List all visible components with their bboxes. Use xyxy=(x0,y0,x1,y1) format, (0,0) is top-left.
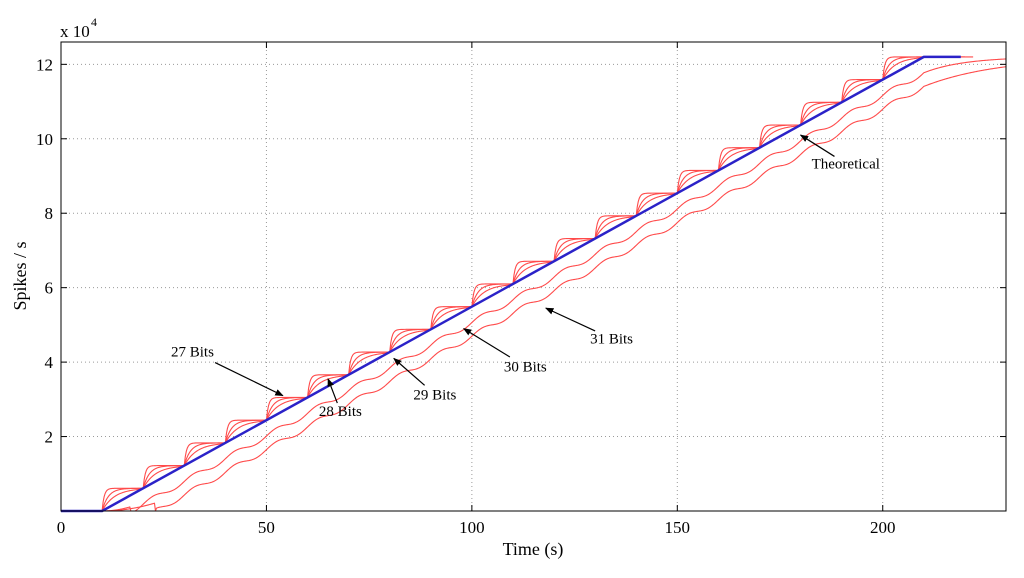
x-tick-label: 0 xyxy=(57,518,66,537)
annotation-arrow xyxy=(327,378,338,404)
x-tick-label: 100 xyxy=(459,518,485,537)
y-tick-label: 8 xyxy=(45,204,54,223)
series-line xyxy=(61,56,974,512)
annotation-arrow xyxy=(545,307,596,332)
y-multiplier-label: x 10 xyxy=(60,22,90,41)
annotation-arrow xyxy=(393,357,426,386)
y-tick-label: 4 xyxy=(45,353,54,372)
series-line xyxy=(61,58,1007,512)
annotation-label: 29 Bits xyxy=(413,387,456,403)
annotation-label: 31 Bits xyxy=(590,332,633,348)
series-lines xyxy=(61,55,1007,513)
annotation-arrow xyxy=(799,134,835,157)
ticks: 0 50 100 150 200 2 4 6 8 10 12 xyxy=(36,42,1006,537)
y-tick-label: 2 xyxy=(45,428,54,447)
x-tick-label: 200 xyxy=(870,518,896,537)
series-line xyxy=(61,66,1007,512)
annotation-label: 30 Bits xyxy=(504,359,547,375)
y-tick-label: 10 xyxy=(36,130,53,149)
y-multiplier-exponent: 4 xyxy=(91,15,97,29)
x-axis-title: Time (s) xyxy=(503,539,564,560)
annotations: 27 Bits 28 Bits 29 Bits 30 Bits 31 Bits Theor… xyxy=(171,134,880,420)
y-tick-label: 6 xyxy=(45,279,54,298)
annotation-arrow xyxy=(462,328,511,358)
annotation-label: Theoretical xyxy=(812,157,880,173)
plot-frame xyxy=(60,41,1007,512)
annotation-label: 27 Bits xyxy=(171,345,214,361)
x-tick-label: 150 xyxy=(665,518,691,537)
annotation-arrow xyxy=(214,362,284,397)
y-tick-label: 12 xyxy=(36,55,53,74)
y-axis-title: Spikes / s xyxy=(10,241,30,310)
x-tick-label: 50 xyxy=(258,518,275,537)
grid-lines xyxy=(61,42,1006,511)
annotation-label: 28 Bits xyxy=(319,404,362,420)
plot-background xyxy=(61,42,1006,511)
